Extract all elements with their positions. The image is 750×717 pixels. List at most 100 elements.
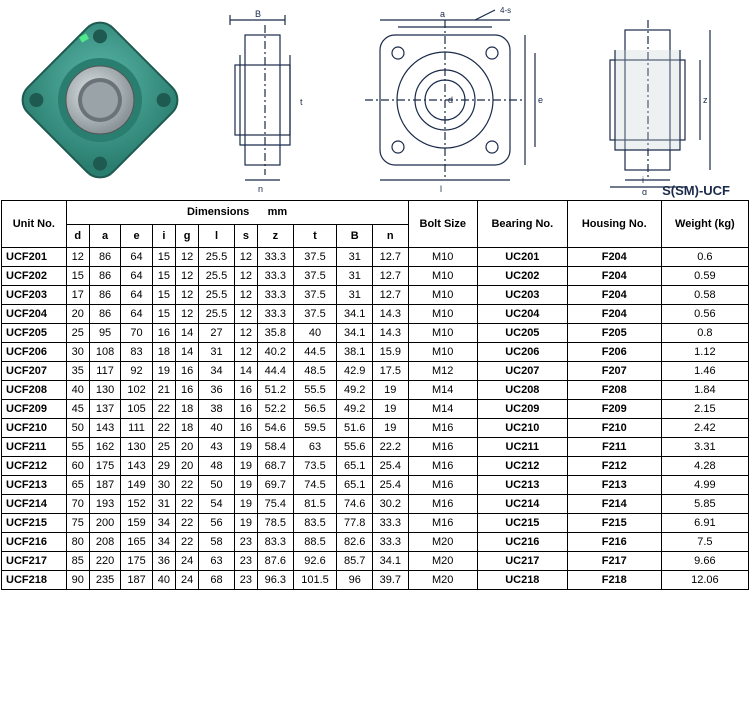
cell-d: 70 — [66, 495, 89, 514]
cell-z: 33.3 — [258, 305, 294, 324]
spec-table: Unit No. Dimensions mm Bolt Size Bearing… — [1, 200, 749, 590]
cell-i: 22 — [152, 400, 175, 419]
cell-a: 143 — [89, 419, 120, 438]
cell-weight: 4.28 — [661, 457, 748, 476]
cell-t: 55.5 — [293, 381, 337, 400]
cell-B: 51.6 — [337, 419, 373, 438]
cell-B: 34.1 — [337, 305, 373, 324]
cell-B: 49.2 — [337, 400, 373, 419]
cell-bearing: UC213 — [477, 476, 567, 495]
cell-n: 39.7 — [373, 571, 409, 590]
cell-unit: UCF216 — [2, 533, 67, 552]
cell-housing: F206 — [567, 343, 661, 362]
cell-s: 12 — [234, 286, 257, 305]
cell-a: 220 — [89, 552, 120, 571]
cell-s: 12 — [234, 267, 257, 286]
cell-a: 193 — [89, 495, 120, 514]
cell-B: 34.1 — [337, 324, 373, 343]
table-row: UCF216802081653422582383.388.582.633.3M2… — [2, 533, 749, 552]
col-bearing: Bearing No. — [477, 201, 567, 248]
cell-g: 20 — [175, 457, 198, 476]
cell-g: 20 — [175, 438, 198, 457]
cell-unit: UCF214 — [2, 495, 67, 514]
cell-g: 12 — [175, 305, 198, 324]
cell-unit: UCF218 — [2, 571, 67, 590]
cell-n: 22.2 — [373, 438, 409, 457]
cell-s: 16 — [234, 381, 257, 400]
cell-d: 90 — [66, 571, 89, 590]
cell-weight: 0.58 — [661, 286, 748, 305]
cell-n: 25.4 — [373, 457, 409, 476]
cell-s: 23 — [234, 552, 257, 571]
cell-unit: UCF215 — [2, 514, 67, 533]
cell-l: 27 — [199, 324, 235, 343]
cell-housing: F217 — [567, 552, 661, 571]
cell-n: 19 — [373, 381, 409, 400]
cell-e: 64 — [121, 267, 152, 286]
cell-l: 40 — [199, 419, 235, 438]
cell-housing: F208 — [567, 381, 661, 400]
cell-t: 92.6 — [293, 552, 337, 571]
cell-a: 86 — [89, 267, 120, 286]
svg-text:i: i — [642, 175, 644, 185]
cell-l: 54 — [199, 495, 235, 514]
cell-e: 105 — [121, 400, 152, 419]
cell-unit: UCF203 — [2, 286, 67, 305]
cell-t: 88.5 — [293, 533, 337, 552]
cell-housing: F213 — [567, 476, 661, 495]
cell-bolt: M16 — [408, 514, 477, 533]
cell-a: 86 — [89, 286, 120, 305]
cell-d: 25 — [66, 324, 89, 343]
cell-l: 25.5 — [199, 248, 235, 267]
cell-housing: F218 — [567, 571, 661, 590]
cell-l: 25.5 — [199, 267, 235, 286]
cell-z: 40.2 — [258, 343, 294, 362]
cell-unit: UCF206 — [2, 343, 67, 362]
cell-n: 17.5 — [373, 362, 409, 381]
cell-e: 187 — [121, 571, 152, 590]
cell-n: 34.1 — [373, 552, 409, 571]
cell-B: 42.9 — [337, 362, 373, 381]
cell-z: 54.6 — [258, 419, 294, 438]
cell-weight: 7.5 — [661, 533, 748, 552]
table-row: UCF20630108831814311240.244.538.115.9M10… — [2, 343, 749, 362]
cell-e: 130 — [121, 438, 152, 457]
col-housing: Housing No. — [567, 201, 661, 248]
cell-bolt: M20 — [408, 552, 477, 571]
cell-s: 16 — [234, 419, 257, 438]
table-row: UCF218902351874024682396.3101.59639.7M20… — [2, 571, 749, 590]
cell-B: 31 — [337, 286, 373, 305]
cell-t: 83.5 — [293, 514, 337, 533]
cell-z: 33.3 — [258, 286, 294, 305]
cell-housing: F205 — [567, 324, 661, 343]
cell-d: 45 — [66, 400, 89, 419]
cell-z: 96.3 — [258, 571, 294, 590]
cell-d: 55 — [66, 438, 89, 457]
cell-s: 19 — [234, 457, 257, 476]
cell-bearing: UC215 — [477, 514, 567, 533]
cell-g: 12 — [175, 286, 198, 305]
cell-l: 25.5 — [199, 286, 235, 305]
cell-d: 85 — [66, 552, 89, 571]
cell-housing: F215 — [567, 514, 661, 533]
cell-e: 152 — [121, 495, 152, 514]
cell-unit: UCF217 — [2, 552, 67, 571]
cell-bearing: UC203 — [477, 286, 567, 305]
cell-bearing: UC211 — [477, 438, 567, 457]
cell-i: 15 — [152, 248, 175, 267]
cell-s: 19 — [234, 495, 257, 514]
col-dim-a: a — [89, 224, 120, 248]
col-unit: Unit No. — [2, 201, 67, 248]
cell-n: 14.3 — [373, 324, 409, 343]
cell-bearing: UC216 — [477, 533, 567, 552]
cell-l: 48 — [199, 457, 235, 476]
cell-z: 33.3 — [258, 267, 294, 286]
cell-i: 21 — [152, 381, 175, 400]
cell-weight: 1.84 — [661, 381, 748, 400]
cell-g: 16 — [175, 362, 198, 381]
col-dim-i: i — [152, 224, 175, 248]
cell-a: 117 — [89, 362, 120, 381]
cell-housing: F212 — [567, 457, 661, 476]
cell-bolt: M10 — [408, 324, 477, 343]
table-row: UCF217852201753624632387.692.685.734.1M2… — [2, 552, 749, 571]
